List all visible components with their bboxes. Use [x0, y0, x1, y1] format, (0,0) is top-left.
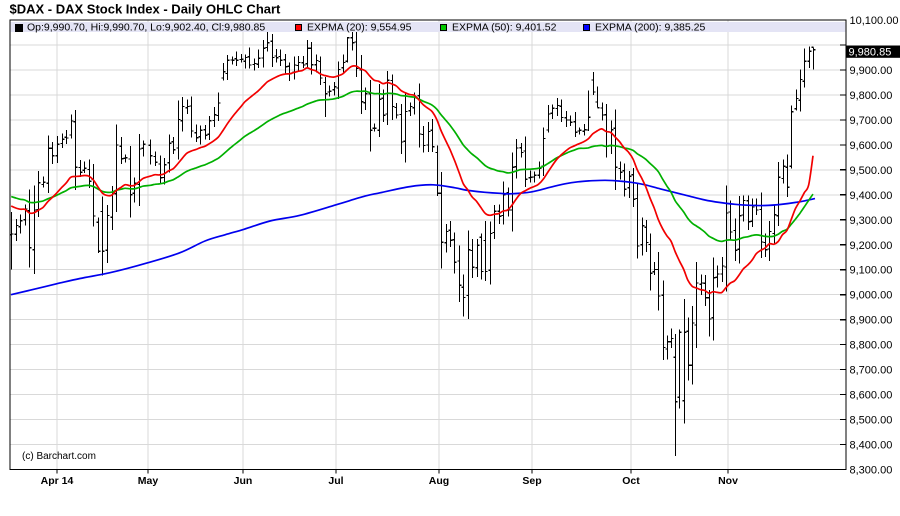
- svg-text:Jun: Jun: [234, 475, 253, 487]
- svg-text:9,300.00: 9,300.00: [850, 215, 893, 227]
- svg-text:Sep: Sep: [522, 475, 541, 487]
- svg-text:9,200.00: 9,200.00: [850, 240, 893, 252]
- svg-text:(c) Barchart.com: (c) Barchart.com: [22, 451, 96, 462]
- svg-text:9,800.00: 9,800.00: [850, 90, 893, 102]
- svg-text:8,300.00: 8,300.00: [850, 465, 893, 477]
- svg-text:8,700.00: 8,700.00: [850, 365, 893, 377]
- svg-text:8,600.00: 8,600.00: [850, 390, 893, 402]
- svg-text:EXPMA (200): 9,385.25: EXPMA (200): 9,385.25: [595, 22, 705, 34]
- svg-text:Op:9,990.70, Hi:9,990.70, Lo:9: Op:9,990.70, Hi:9,990.70, Lo:9,902.40, C…: [27, 22, 265, 34]
- svg-text:9,100.00: 9,100.00: [850, 265, 893, 277]
- svg-text:9,600.00: 9,600.00: [850, 140, 893, 152]
- svg-text:9,400.00: 9,400.00: [850, 190, 893, 202]
- svg-text:10,100.00: 10,100.00: [850, 15, 899, 27]
- svg-text:8,400.00: 8,400.00: [850, 440, 893, 452]
- svg-text:9,000.00: 9,000.00: [850, 290, 893, 302]
- svg-text:Aug: Aug: [429, 475, 449, 487]
- svg-text:9,900.00: 9,900.00: [850, 65, 893, 77]
- svg-text:May: May: [138, 475, 159, 487]
- svg-text:EXPMA (50): 9,401.52: EXPMA (50): 9,401.52: [452, 22, 557, 34]
- svg-text:$DAX - DAX Stock Index - Daily: $DAX - DAX Stock Index - Daily OHLC Char…: [10, 2, 282, 17]
- svg-text:9,500.00: 9,500.00: [850, 165, 893, 177]
- svg-text:Jul: Jul: [328, 475, 343, 487]
- svg-text:9,980.85: 9,980.85: [849, 46, 892, 58]
- svg-text:8,900.00: 8,900.00: [850, 315, 893, 327]
- svg-text:8,500.00: 8,500.00: [850, 415, 893, 427]
- svg-text:9,700.00: 9,700.00: [850, 115, 893, 127]
- svg-text:Nov: Nov: [718, 475, 738, 487]
- svg-text:Oct: Oct: [622, 475, 640, 487]
- svg-text:Apr 14: Apr 14: [41, 475, 74, 487]
- svg-text:8,800.00: 8,800.00: [850, 340, 893, 352]
- svg-text:EXPMA (20): 9,554.95: EXPMA (20): 9,554.95: [307, 22, 412, 34]
